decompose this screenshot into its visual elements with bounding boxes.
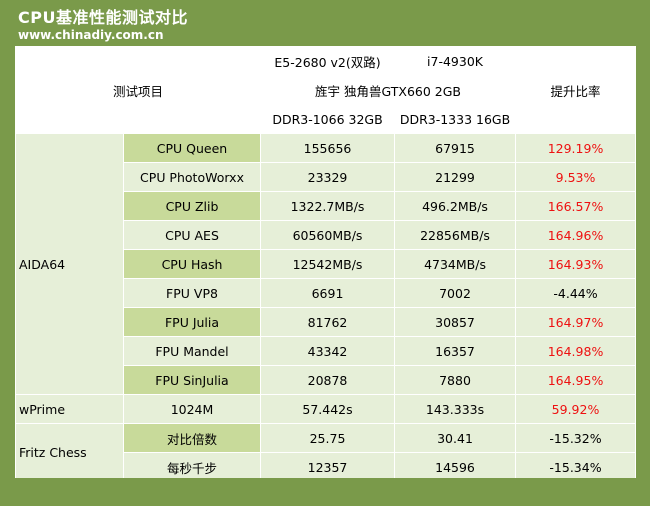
- row-label: CPU Queen: [122, 133, 262, 163]
- table-row: FPU VP8 6691 7002 -4.44%: [16, 278, 637, 308]
- cpu-a-header: E5-2680 v2(双路): [260, 46, 396, 76]
- table-row: wPrime 1024M 57.442s 143.333s 59.92%: [15, 394, 637, 424]
- value-b: 7880: [394, 365, 517, 395]
- value-b: 496.2MB/s: [394, 191, 517, 221]
- test-item-header: 测试项目: [14, 46, 262, 134]
- row-label: FPU Mandel: [122, 336, 262, 366]
- value-a: 60560MB/s: [260, 220, 396, 250]
- value-b: 67915: [394, 133, 517, 163]
- row-label: FPU Julia: [122, 307, 262, 337]
- mem-b-header: DDR3-1333 16GB: [394, 104, 517, 134]
- ratio-value: 164.98%: [515, 336, 637, 366]
- value-b: 4734MB/s: [394, 249, 517, 279]
- ratio-value: -4.44%: [515, 278, 637, 308]
- table-row: CPU Hash 12542MB/s 4734MB/s 164.93%: [16, 249, 637, 279]
- gpu-header: 旌宇 独角兽GTX660 2GB: [260, 75, 517, 105]
- ratio-value: 59.92%: [515, 394, 637, 424]
- value-b: 143.333s: [394, 394, 517, 424]
- ratio-value: 9.53%: [515, 162, 637, 192]
- ratio-value: 164.96%: [515, 220, 637, 250]
- value-a: 81762: [260, 307, 396, 337]
- value-b: 16357: [394, 336, 517, 366]
- value-b: 30857: [394, 307, 517, 337]
- group-aida64: AIDA64: [15, 133, 124, 395]
- value-a: 57.442s: [260, 394, 396, 424]
- row-label: CPU Zlib: [122, 191, 262, 221]
- header-row-mem: DDR3-1066 32GB DDR3-1333 16GB: [16, 104, 636, 134]
- table-row: CPU PhotoWorxx 23329 21299 9.53%: [16, 162, 637, 192]
- row-label: 1024M: [122, 394, 262, 424]
- header-row-gpu: 旌宇 独角兽GTX660 2GB: [16, 75, 636, 105]
- row-label: 对比倍数: [122, 423, 262, 453]
- value-a: 1322.7MB/s: [260, 191, 396, 221]
- value-a: 6691: [260, 278, 396, 308]
- group-fritz-chess: Fritz Chess: [15, 423, 124, 482]
- row-label: FPU VP8: [122, 278, 262, 308]
- ratio-value: 164.93%: [515, 249, 637, 279]
- cpu-b-header: i7-4930K: [394, 46, 517, 76]
- ratio-value: 164.97%: [515, 307, 637, 337]
- value-b: 7002: [394, 278, 517, 308]
- header-row-cpu: 测试项目 E5-2680 v2(双路) i7-4930K 提升比率: [14, 46, 637, 134]
- table-row: FPU SinJulia 20878 7880 164.95%: [16, 365, 637, 395]
- value-a: 25.75: [260, 423, 396, 453]
- benchmark-table: 测试项目 E5-2680 v2(双路) i7-4930K 提升比率 旌宇 独角兽…: [14, 46, 637, 482]
- ratio-value: -15.32%: [515, 423, 637, 453]
- value-a: 23329: [260, 162, 396, 192]
- ratio-value: 129.19%: [515, 133, 637, 163]
- table-row: 每秒千步 12357 14596 -15.34%: [16, 452, 637, 482]
- ratio-value: 166.57%: [515, 191, 637, 221]
- page-title: CPU基准性能测试对比: [18, 8, 188, 27]
- footer-band: [0, 478, 650, 506]
- table-row: AIDA64 CPU Queen 155656 67915 129.19%: [15, 133, 637, 395]
- table-row: FPU Julia 81762 30857 164.97%: [16, 307, 637, 337]
- row-label: CPU Hash: [122, 249, 262, 279]
- table-row: FPU Mandel 43342 16357 164.98%: [16, 336, 637, 366]
- row-label: CPU AES: [122, 220, 262, 250]
- value-b: 22856MB/s: [394, 220, 517, 250]
- value-a: 43342: [260, 336, 396, 366]
- value-b: 14596: [394, 452, 517, 482]
- table-row: CPU AES 60560MB/s 22856MB/s 164.96%: [16, 220, 637, 250]
- ratio-header: 提升比率: [515, 46, 637, 134]
- site-url: www.chinadiy.com.cn: [18, 28, 164, 42]
- value-a: 155656: [260, 133, 396, 163]
- value-a: 12357: [260, 452, 396, 482]
- ratio-value: 164.95%: [515, 365, 637, 395]
- value-b: 21299: [394, 162, 517, 192]
- table-row: Fritz Chess 对比倍数 25.75 30.41 -15.32%: [15, 423, 637, 482]
- row-label: FPU SinJulia: [122, 365, 262, 395]
- mem-a-header: DDR3-1066 32GB: [260, 104, 396, 134]
- row-label: CPU PhotoWorxx: [122, 162, 262, 192]
- group-wprime: wPrime: [15, 394, 124, 424]
- value-b: 30.41: [394, 423, 517, 453]
- value-a: 20878: [260, 365, 396, 395]
- table-row: CPU Zlib 1322.7MB/s 496.2MB/s 166.57%: [16, 191, 637, 221]
- value-a: 12542MB/s: [260, 249, 396, 279]
- header-banner: CPU基准性能测试对比 www.chinadiy.com.cn: [0, 0, 650, 46]
